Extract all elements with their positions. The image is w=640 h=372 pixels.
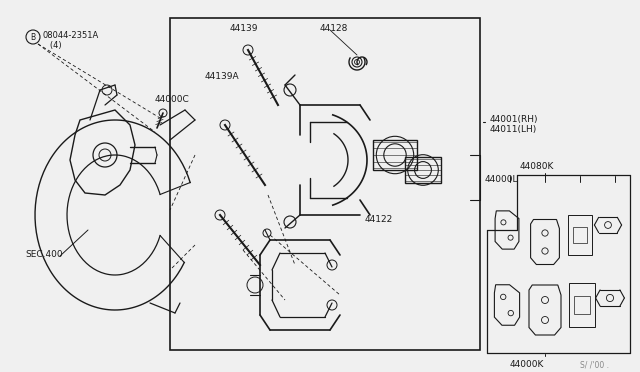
Text: 44139: 44139 — [230, 24, 259, 33]
Bar — [405, 157, 441, 183]
Text: B: B — [31, 32, 36, 42]
Text: 44000C: 44000C — [155, 95, 189, 104]
Text: 44128: 44128 — [320, 24, 348, 33]
Bar — [573, 227, 587, 243]
Text: 44000L: 44000L — [485, 175, 518, 184]
Text: 44000K: 44000K — [510, 360, 545, 369]
Text: 08044-2351A
   (4): 08044-2351A (4) — [42, 31, 99, 50]
Text: 44001(RH)
44011(LH): 44001(RH) 44011(LH) — [490, 115, 538, 134]
Bar — [373, 140, 417, 170]
Text: SEC.400: SEC.400 — [25, 250, 63, 259]
Bar — [575, 296, 589, 314]
Bar — [568, 215, 592, 256]
Text: S/ /'00 .: S/ /'00 . — [580, 360, 609, 369]
Text: 44139A: 44139A — [205, 72, 239, 81]
Bar — [170, 18, 480, 350]
Bar — [570, 283, 595, 327]
Text: 44080K: 44080K — [520, 162, 554, 171]
Text: 44122: 44122 — [365, 215, 393, 224]
